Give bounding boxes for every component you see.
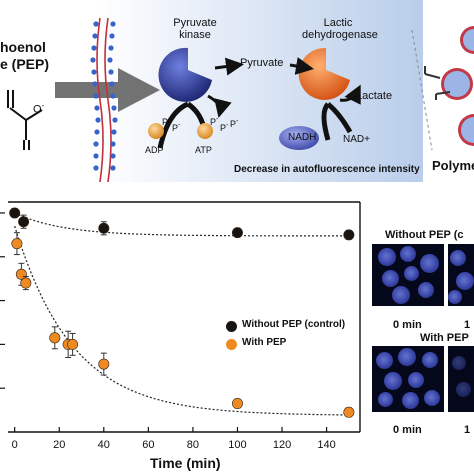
pyruvate-label: Pyruvate: [240, 57, 284, 69]
dehydrogenase-label: Lactic dehydrogenase: [302, 17, 378, 41]
x-tick-label-2: 40: [98, 439, 110, 451]
point-pep-3: [49, 332, 61, 344]
nadh-icon: [279, 126, 319, 150]
point-control-1: [18, 216, 30, 228]
atp-phosphate-3: P-: [230, 118, 239, 129]
legend-marker-pep: [226, 339, 237, 350]
adp-phosphate-1: P-: [162, 116, 171, 127]
micrograph-with-later: [448, 346, 474, 412]
point-pep-2: [20, 277, 32, 289]
micrograph-with-0min: [372, 346, 444, 412]
x-tick-label-0: 0: [12, 439, 18, 451]
point-pep-6: [98, 358, 110, 370]
x-tick-label-4: 80: [187, 439, 199, 451]
micrograph-without-0min: [372, 244, 444, 306]
atp-phosphate-2: P-: [220, 122, 229, 133]
point-pep-5: [67, 338, 79, 350]
legend-marker-control: [226, 321, 237, 332]
without-0min-label: 0 min: [393, 319, 422, 331]
x-tick-label-3: 60: [142, 439, 154, 451]
point-pep-0: [11, 238, 23, 250]
carboxylate-label: O-: [33, 101, 45, 116]
substrate-label-2: e (PEP): [0, 56, 50, 72]
substrate-label: hoenol: [0, 39, 46, 55]
x-tick-label-1: 20: [53, 439, 65, 451]
fit-curve-0: [14, 212, 354, 237]
without-later-label: 1: [464, 319, 471, 331]
without-pep-title: Without PEP (c: [385, 229, 464, 241]
point-pep-8: [343, 406, 355, 418]
x-tick-label-7: 140: [317, 439, 335, 451]
membrane: [96, 17, 112, 183]
fit-curve-1: [14, 225, 354, 416]
decrease-caption: Decrease in autofluorescence intensity: [234, 164, 420, 175]
pathway-schematic: [7, 17, 474, 183]
with-0min-label: 0 min: [393, 424, 422, 436]
with-later-label: 1: [464, 424, 471, 436]
pep-structure: [7, 90, 43, 150]
point-control-3: [231, 227, 243, 239]
lactic-dehydrogenase-icon: [298, 47, 350, 100]
membrane-heads: [90, 21, 118, 171]
point-pep-7: [231, 398, 243, 410]
adp-icon: [148, 123, 164, 139]
adp-label: ADP: [145, 145, 164, 155]
point-control-4: [343, 229, 355, 241]
atp-phosphate-1: P-: [210, 116, 219, 127]
x-tick-label-6: 120: [273, 439, 291, 451]
x-tick-label-5: 100: [228, 439, 246, 451]
adp-phosphate-2: P-: [172, 122, 181, 133]
legend-label-pep: With PEP: [242, 337, 287, 348]
kinase-label: Pyruvate kinase: [173, 17, 217, 41]
lactate-label: Lactate: [356, 90, 393, 102]
atp-label: ATP: [195, 145, 212, 155]
substrate-arrow: [55, 68, 160, 112]
micrograph-without-later: [448, 244, 474, 306]
legend-label-control: Without PEP (control): [242, 319, 346, 330]
legend: Without PEP (control) With PEP: [222, 315, 362, 355]
polymer-label: Polyme: [432, 158, 474, 173]
point-control-2: [98, 222, 110, 234]
polymersome-icon: [441, 26, 474, 146]
x-axis-label: Time (min): [150, 455, 221, 471]
nadh-label: NADH: [288, 132, 317, 143]
decay-chart: 0 20 40 60 80 100 120 140: [0, 201, 361, 451]
point-control-0: [9, 207, 21, 219]
pyruvate-kinase-icon: [158, 47, 212, 102]
atp-icon: [197, 123, 213, 139]
with-pep-title: With PEP: [420, 332, 469, 344]
nad-label: NAD+: [343, 134, 370, 145]
